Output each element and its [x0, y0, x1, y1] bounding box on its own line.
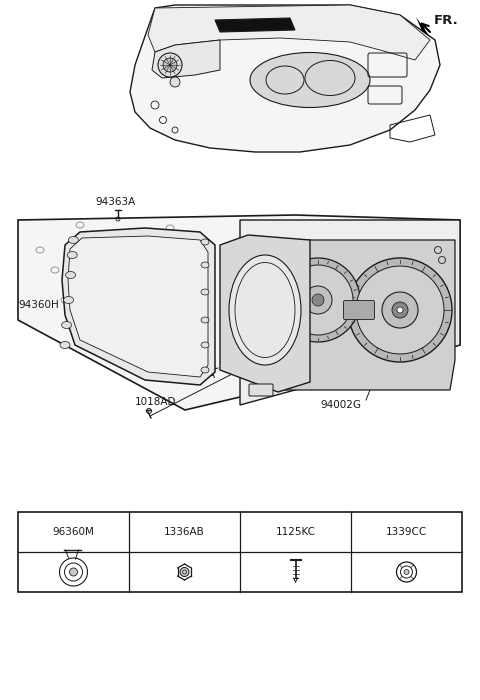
Circle shape: [312, 294, 324, 306]
Circle shape: [283, 265, 353, 335]
Circle shape: [158, 53, 182, 77]
Circle shape: [404, 570, 409, 575]
Ellipse shape: [66, 272, 75, 279]
Ellipse shape: [63, 297, 73, 304]
Text: 1336AB: 1336AB: [164, 527, 205, 537]
Circle shape: [276, 258, 360, 342]
Circle shape: [392, 302, 408, 318]
Ellipse shape: [250, 52, 370, 108]
Circle shape: [170, 77, 180, 87]
Polygon shape: [416, 17, 430, 37]
Ellipse shape: [201, 367, 209, 373]
Bar: [18, 512, 462, 592]
Polygon shape: [18, 215, 460, 410]
Polygon shape: [275, 240, 455, 390]
Text: 1125KC: 1125KC: [276, 527, 315, 537]
Polygon shape: [148, 5, 430, 60]
Text: 96360M: 96360M: [53, 527, 95, 537]
Polygon shape: [62, 228, 215, 385]
Text: 94120A: 94120A: [175, 370, 215, 380]
Polygon shape: [215, 18, 295, 32]
Text: 94363A: 94363A: [95, 197, 135, 207]
Polygon shape: [220, 235, 310, 392]
Ellipse shape: [201, 317, 209, 323]
Text: 1339CC: 1339CC: [386, 527, 427, 537]
Circle shape: [163, 58, 177, 72]
Circle shape: [356, 266, 444, 354]
Circle shape: [180, 568, 189, 577]
Circle shape: [348, 258, 452, 362]
FancyBboxPatch shape: [249, 384, 273, 396]
Ellipse shape: [67, 251, 77, 258]
Ellipse shape: [201, 289, 209, 295]
Ellipse shape: [229, 255, 301, 365]
Ellipse shape: [60, 342, 70, 349]
Ellipse shape: [201, 342, 209, 348]
Circle shape: [70, 568, 77, 576]
Polygon shape: [68, 236, 208, 377]
Text: 1018AD: 1018AD: [135, 397, 177, 407]
Ellipse shape: [201, 239, 209, 245]
Circle shape: [304, 286, 332, 314]
Ellipse shape: [201, 262, 209, 268]
Ellipse shape: [61, 321, 72, 328]
Circle shape: [397, 307, 403, 313]
Polygon shape: [152, 40, 220, 78]
Polygon shape: [240, 220, 460, 405]
Polygon shape: [130, 5, 440, 152]
FancyBboxPatch shape: [344, 300, 374, 319]
Text: 94002G: 94002G: [320, 400, 361, 410]
Text: 94360H: 94360H: [18, 300, 59, 310]
Text: FR.: FR.: [434, 13, 459, 27]
Circle shape: [382, 292, 418, 328]
Ellipse shape: [69, 237, 78, 244]
